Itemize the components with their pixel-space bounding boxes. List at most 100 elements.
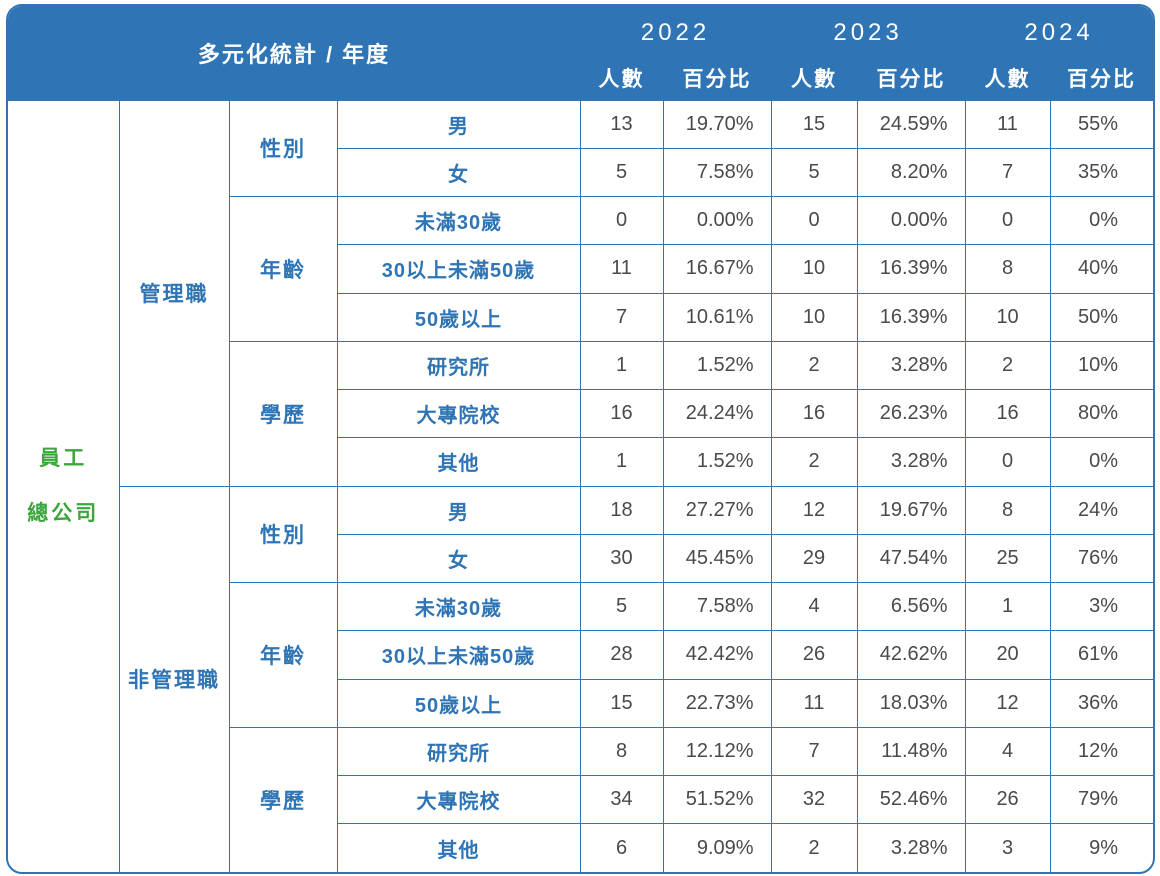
count-2024: 8 (964, 485, 1051, 535)
count-2023: 11 (770, 678, 858, 728)
row-label: 大專院校 (336, 774, 581, 825)
table-row: 50歲以上 7 10.61% 10 16.39% 10 50% (8, 292, 1153, 342)
count-2023: 2 (770, 340, 858, 391)
row-label: 30以上未滿50歲 (336, 630, 581, 680)
percent-2023: 18.03% (856, 678, 966, 728)
row-label: 50歲以上 (336, 292, 581, 342)
header-row-metrics: 人數 百分比 人數 百分比 人數 百分比 (8, 56, 1153, 100)
percent-2023: 3.28% (856, 340, 966, 391)
row-label: 女 (336, 533, 581, 584)
count-2023: 29 (770, 533, 858, 584)
row-label: 研究所 (336, 726, 581, 777)
percent-2024: 0% (1049, 437, 1153, 487)
count-2022: 15 (579, 678, 664, 728)
percent-2022: 42.42% (662, 630, 772, 680)
table-row: 女 5 7.58% 5 8.20% 7 35% (8, 147, 1153, 198)
percent-2022: 22.73% (662, 678, 772, 728)
table-row: 學歷 研究所 8 12.12% 7 11.48% 4 12% (8, 726, 1153, 872)
header-row-years: 多元化統計 / 年度 2022 2023 2024 (8, 6, 1153, 100)
row-label: 男 (336, 99, 581, 149)
count-2023: 0 (770, 195, 858, 246)
percent-2024: 10% (1049, 340, 1153, 391)
table-row: 其他 1 1.52% 2 3.28% 0 0% (8, 437, 1153, 487)
percent-header-2022: 百分比 (663, 56, 772, 100)
count-2023: 2 (770, 437, 858, 487)
percent-2022: 0.00% (662, 195, 772, 246)
count-2022: 5 (579, 581, 664, 632)
count-2022: 11 (579, 244, 664, 294)
table-row: 非管理職 性別 男 18 27.27% 12 19.67% 8 24% (8, 485, 1153, 872)
percent-2023: 8.20% (856, 147, 966, 198)
percent-2022: 19.70% (662, 99, 772, 149)
count-2023: 4 (770, 581, 858, 632)
row-label: 未滿30歲 (336, 581, 581, 632)
count-2024: 26 (964, 774, 1051, 825)
count-2022: 0 (579, 195, 664, 246)
count-2024: 0 (964, 437, 1051, 487)
count-header-2022: 人數 (580, 56, 664, 100)
count-2022: 28 (579, 630, 664, 680)
percent-2022: 45.45% (662, 533, 772, 584)
count-2022: 13 (579, 99, 664, 149)
count-2024: 4 (964, 726, 1051, 777)
percent-2022: 7.58% (662, 147, 772, 198)
count-2022: 34 (579, 774, 664, 825)
percent-2024: 9% (1049, 823, 1153, 872)
percent-2022: 24.24% (662, 388, 772, 439)
row-label: 其他 (336, 437, 581, 487)
table-row: 學歷 研究所 1 1.52% 2 3.28% 2 10% (8, 340, 1153, 487)
percent-2022: 1.52% (662, 437, 772, 487)
count-2024: 12 (964, 678, 1051, 728)
category-cell: 性別 (228, 485, 338, 583)
percent-2023: 3.28% (856, 437, 966, 487)
percent-2022: 51.52% (662, 774, 772, 825)
count-2022: 18 (579, 485, 664, 535)
count-2023: 32 (770, 774, 858, 825)
count-2022: 6 (579, 823, 664, 872)
row-label: 其他 (336, 823, 581, 872)
row-label: 50歲以上 (336, 678, 581, 728)
count-2023: 10 (770, 244, 858, 294)
count-2023: 12 (770, 485, 858, 535)
count-2022: 1 (579, 437, 664, 487)
percent-2024: 3% (1049, 581, 1153, 632)
count-2024: 1 (964, 581, 1051, 632)
percent-2023: 24.59% (856, 99, 966, 149)
count-2023: 16 (770, 388, 858, 439)
row-label: 研究所 (336, 340, 581, 391)
percent-2023: 11.48% (856, 726, 966, 777)
count-2024: 25 (964, 533, 1051, 584)
count-2024: 10 (964, 292, 1051, 342)
percent-2024: 76% (1049, 533, 1153, 584)
percent-2023: 16.39% (856, 292, 966, 342)
table-row: 30以上未滿50歲 11 16.67% 10 16.39% 8 40% (8, 244, 1153, 294)
percent-2024: 50% (1049, 292, 1153, 342)
table-row: 30以上未滿50歲 28 42.42% 26 42.62% 20 61% (8, 630, 1153, 680)
count-2024: 20 (964, 630, 1051, 680)
year-2022-header: 2022 (580, 6, 772, 56)
count-2022: 8 (579, 726, 664, 777)
count-2024: 3 (964, 823, 1051, 872)
table-frame: 多元化統計 / 年度 2022 2023 2024 人數 百分比 人數 百分比 … (6, 4, 1155, 874)
row-label: 女 (336, 147, 581, 198)
category-cell: 年齡 (228, 196, 338, 342)
category-cell: 學歷 (228, 726, 338, 872)
percent-2022: 7.58% (662, 581, 772, 632)
category-cell: 年齡 (228, 582, 338, 728)
table-row: 員工 總公司 管理職 性別 男 13 19.70% 15 24.59% 11 5… (8, 99, 1153, 872)
percent-2024: 55% (1049, 99, 1153, 149)
count-header-2023: 人數 (771, 56, 858, 100)
count-2024: 7 (964, 147, 1051, 198)
count-2023: 10 (770, 292, 858, 342)
table-row: 其他 6 9.09% 2 3.28% 3 9% (8, 823, 1153, 872)
count-2023: 26 (770, 630, 858, 680)
table-row: 大專院校 16 24.24% 16 26.23% 16 80% (8, 388, 1153, 439)
percent-2023: 42.62% (856, 630, 966, 680)
percent-2023: 26.23% (856, 388, 966, 439)
table-body: 員工 總公司 管理職 性別 男 13 19.70% 15 24.59% 11 5… (8, 99, 1153, 872)
percent-2024: 12% (1049, 726, 1153, 777)
table-row: 女 30 45.45% 29 47.54% 25 76% (8, 533, 1153, 584)
percent-2023: 47.54% (856, 533, 966, 584)
percent-2022: 1.52% (662, 340, 772, 391)
count-2024: 8 (964, 244, 1051, 294)
